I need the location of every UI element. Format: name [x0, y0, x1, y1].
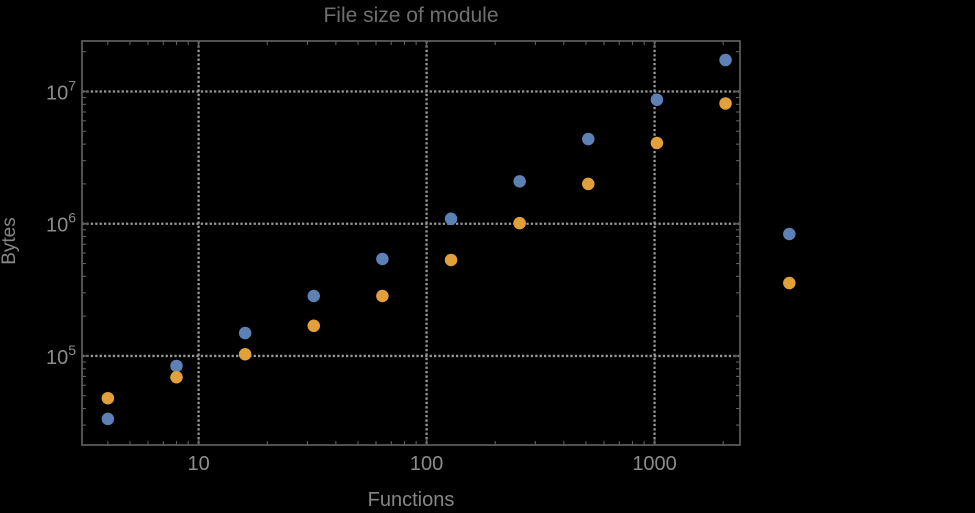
data-point-series-blue: [513, 175, 526, 188]
data-point-series-blue: [783, 227, 796, 241]
data-point-series-blue: [307, 289, 321, 303]
data-point-series-blue: [170, 359, 183, 373]
x-tick-label: 100: [410, 453, 443, 475]
data-point-series-orange: [513, 216, 526, 230]
data-point-series-orange: [376, 289, 389, 303]
data-point-series-blue: [582, 132, 595, 146]
data-point-series-orange: [101, 391, 115, 405]
x-tick-label: 10: [187, 453, 209, 475]
data-point-series-blue: [650, 93, 664, 106]
data-point-series-orange: [238, 347, 252, 361]
chart-title: File size of module: [323, 4, 499, 27]
data-point-series-orange: [783, 276, 796, 290]
plot-frame: [81, 40, 741, 446]
y-tick-label: 107: [46, 78, 76, 105]
y-tick-label: 106: [46, 210, 76, 237]
x-axis-label: Functions: [367, 489, 455, 511]
data-point-series-orange: [650, 136, 664, 150]
data-point-series-blue: [101, 412, 115, 426]
y-axis-label: Bytes: [0, 217, 20, 265]
y-tick-label: 105: [46, 342, 76, 369]
data-point-series-blue: [376, 252, 389, 266]
data-point-series-blue: [238, 326, 252, 340]
data-point-series-orange: [307, 319, 321, 333]
data-point-series-orange: [444, 253, 458, 267]
data-point-series-orange: [719, 97, 732, 110]
data-point-series-orange: [582, 177, 595, 191]
data-point-series-blue: [444, 212, 458, 226]
data-point-series-orange: [170, 370, 183, 384]
data-point-series-blue: [719, 53, 732, 67]
x-tick-label: 1000: [632, 453, 677, 475]
